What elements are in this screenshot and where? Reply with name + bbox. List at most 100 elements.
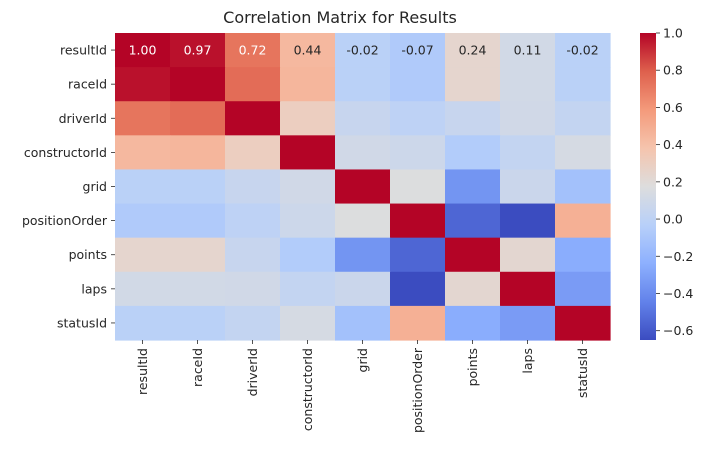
heatmap-cell (335, 237, 391, 273)
heatmap-cell (390, 237, 446, 273)
heatmap-cell (335, 33, 391, 68)
colorbar-tick-label: 0.6 (663, 100, 683, 115)
colorbar-tick-label: −0.2 (663, 249, 693, 264)
heatmap-cell (115, 203, 171, 239)
cell-annotation: 0.11 (514, 43, 542, 58)
heatmap-cell (170, 203, 226, 239)
colorbar-tick-label: −0.4 (663, 286, 693, 301)
heatmap-cell (335, 271, 391, 307)
heatmap-cell (390, 305, 446, 341)
heatmap-cell (335, 169, 391, 205)
heatmap-cell (170, 135, 226, 171)
heatmap-cell (335, 203, 391, 239)
x-tick-label: laps (520, 348, 535, 374)
heatmap-cell (555, 101, 611, 136)
heatmap-cell (170, 237, 226, 273)
colorbar-tick-label: 0.0 (663, 212, 683, 227)
heatmap-cell (500, 271, 556, 307)
x-tick-label: statusId (575, 348, 590, 398)
colorbar-tick-label: 0.2 (663, 174, 683, 189)
colorbar-tick-label: 1.0 (663, 26, 683, 41)
heatmap-cell (225, 305, 281, 341)
heatmap-cell (170, 101, 226, 136)
heatmap-cell (115, 101, 171, 136)
y-tick-label: positionOrder (22, 213, 108, 228)
heatmap-cell (170, 169, 226, 205)
heatmap-cell (445, 135, 501, 171)
heatmap-cell (390, 169, 446, 205)
heatmap-cell (170, 271, 226, 307)
heatmap-cell (335, 101, 391, 136)
colorbar-tick-label: 0.4 (663, 137, 683, 152)
heatmap-cell (445, 271, 501, 307)
cell-annotation: -0.07 (401, 43, 433, 58)
heatmap-cell (500, 237, 556, 273)
heatmap-cell (555, 305, 611, 341)
heatmap-cell (445, 169, 501, 205)
heatmap-cell (225, 169, 281, 205)
x-tick-label: raceId (190, 348, 205, 387)
heatmap-cell (555, 135, 611, 171)
heatmap-cell (280, 271, 336, 307)
heatmap-cell (115, 271, 171, 307)
y-tick-label: statusId (57, 315, 107, 330)
heatmap-cell (555, 203, 611, 239)
heatmap-cell (225, 67, 281, 102)
x-axis-ticks: resultId raceId driverId constructorId grid p… (135, 340, 590, 433)
x-tick-label: positionOrder (410, 347, 425, 433)
heatmap-cell (280, 135, 336, 171)
heatmap-annotations: 1.00 0.97 0.72 0.44 -0.02 -0.07 0.24 0.11 -0.02 (129, 43, 599, 58)
heatmap-cell (390, 135, 446, 171)
heatmap-cell (280, 237, 336, 273)
heatmap-cell (170, 305, 226, 341)
y-tick-label: laps (81, 281, 107, 296)
heatmap-cell (555, 237, 611, 273)
y-tick-label: resultId (60, 43, 107, 58)
cell-annotation: 0.24 (459, 43, 487, 58)
heatmap-cell (280, 67, 336, 102)
heatmap-cell (555, 169, 611, 205)
heatmap-cell (500, 33, 556, 68)
chart-title: Correlation Matrix for Results (223, 8, 457, 27)
heatmap-cell (500, 169, 556, 205)
colorbar-tick-label: −0.6 (663, 323, 693, 338)
heatmap-cell (170, 67, 226, 102)
y-tick-label: points (69, 247, 107, 262)
heatmap-cell (500, 101, 556, 136)
heatmap-cell (225, 237, 281, 273)
heatmap-cell (445, 67, 501, 102)
heatmap-cell (280, 33, 336, 68)
heatmap-cell (115, 33, 171, 68)
y-tick-label: raceId (68, 77, 107, 92)
heatmap-cell (500, 305, 556, 341)
x-tick-label: resultId (135, 348, 150, 395)
heatmap-cell (445, 305, 501, 341)
colorbar-tick-label: 0.8 (663, 63, 683, 78)
heatmap-cell (445, 33, 501, 68)
heatmap-cell (115, 305, 171, 341)
heatmap-cell (225, 135, 281, 171)
heatmap-cell (115, 169, 171, 205)
heatmap-cell (445, 203, 501, 239)
cell-annotation: 1.00 (129, 43, 157, 58)
heatmap-cell (335, 135, 391, 171)
cell-annotation: -0.02 (566, 43, 598, 58)
y-tick-label: constructorId (24, 145, 107, 160)
heatmap-cell (390, 271, 446, 307)
cell-annotation: 0.72 (239, 43, 267, 58)
heatmap-cell (225, 101, 281, 136)
heatmap-cell (445, 101, 501, 136)
heatmap-cell (115, 237, 171, 273)
heatmap-cell (225, 33, 281, 68)
heatmap-cell (500, 67, 556, 102)
y-axis-ticks: resultId raceId driverId constructorId grid p… (22, 43, 115, 330)
heatmap-cell (225, 203, 281, 239)
heatmap-cell (445, 237, 501, 273)
heatmap-cell (555, 33, 611, 68)
heatmap-cell (555, 271, 611, 307)
heatmap-cell (500, 203, 556, 239)
x-tick-label: points (465, 348, 480, 386)
heatmap-cell (280, 169, 336, 205)
heatmap-cell (390, 101, 446, 136)
